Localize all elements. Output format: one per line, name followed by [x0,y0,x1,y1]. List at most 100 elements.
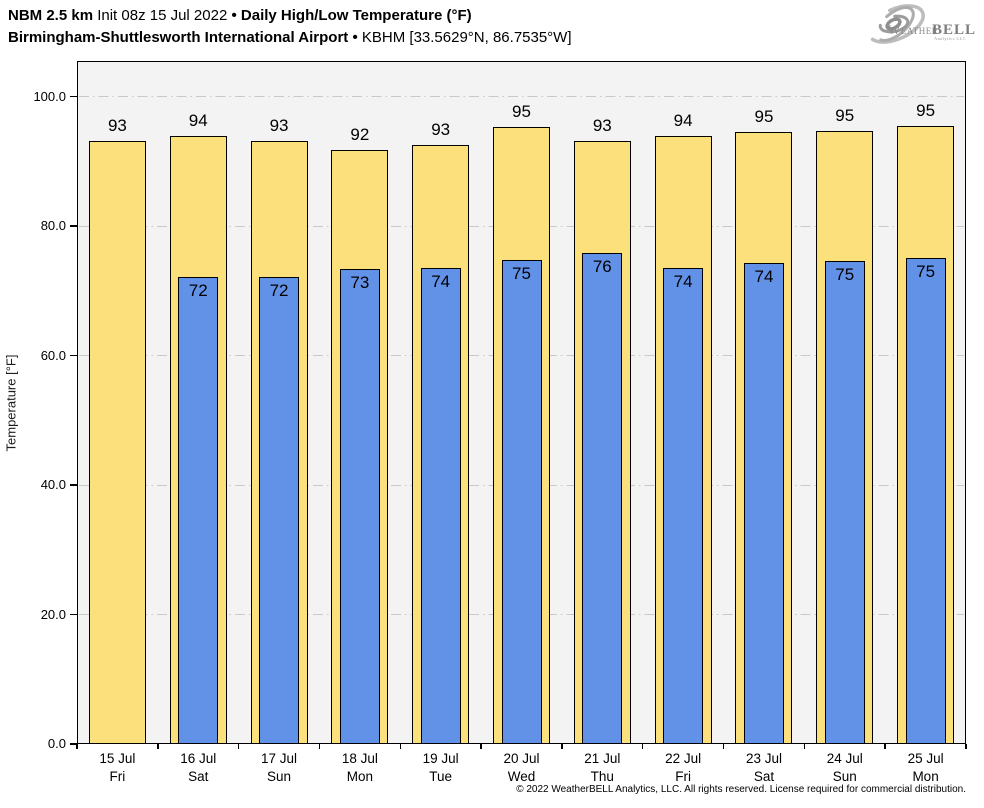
x-tick-label: 15 Jul Fri [77,750,157,786]
low-bar [905,257,946,744]
x-label-dow: Fri [109,769,126,784]
high-value-label: 92 [350,124,370,144]
y-tick-mark [70,743,77,745]
high-value-label: 93 [592,115,612,135]
x-label-dow: Mon [912,769,939,784]
low-bar [501,259,542,744]
x-label-date: 22 Jul [665,751,702,766]
x-tick-mark [722,744,725,749]
x-tick-mark [965,744,967,749]
y-tick-label: 100.0 [33,88,66,104]
init-time: Init 08z 15 Jul 2022 [97,7,228,24]
low-value-label: 72 [269,281,289,301]
title-separator: • [231,7,237,24]
logo-bell-text: BELL [932,22,976,38]
low-value-label: 72 [188,281,208,301]
low-bar [339,268,380,744]
y-tick-label: 0.0 [47,736,66,751]
x-tick-mark [803,744,806,749]
subtitle-separator: • [352,29,358,46]
high-value-label: 95 [512,102,531,122]
logo-analytics-text: Analytics LLC [934,36,966,41]
high-value-label: 93 [431,119,451,139]
x-tick-mark [318,744,321,749]
y-tick-mark [70,613,77,616]
x-tick-label: 16 Jul Sat [158,750,238,786]
x-label-date: 23 Jul [745,751,782,766]
y-tick-mark [70,354,77,357]
x-tick-label: 19 Jul Tue [401,750,481,786]
model-name: NBM 2.5 km [8,7,94,24]
high-value-label: 93 [107,116,127,136]
x-label-date: 25 Jul [907,751,944,766]
x-tick-label: 20 Jul Wed [482,750,562,786]
x-label-date: 19 Jul [422,751,459,766]
y-gridline [79,96,964,98]
low-bar [259,277,300,744]
low-bar [420,267,461,744]
x-label-date: 21 Jul [584,751,621,766]
low-bar [663,267,704,744]
low-value-label: 74 [754,266,774,286]
copyright-notice: © 2022 WeatherBELL Analytics, LLC. All r… [516,784,966,795]
x-tick-label: 17 Jul Sun [239,750,319,786]
low-value-label: 75 [512,263,531,283]
x-tick-mark [641,744,644,749]
hurricane-swirl-icon: Weather BELL Analytics LLC [867,4,976,44]
logo-weather-text: Weather [888,22,938,37]
y-tick-mark [70,95,77,98]
high-value-label: 94 [673,111,693,131]
x-label-dow: Thu [590,769,614,784]
title-line: NBM 2.5 km Init 08z 15 Jul 2022 • Daily … [8,5,572,27]
x-label-date: 16 Jul [180,751,217,766]
y-tick-label: 20.0 [40,606,66,622]
x-tick-mark [561,744,563,749]
x-tick-mark [76,744,78,749]
y-tick-label: 80.0 [40,218,66,234]
x-tick-label: 18 Jul Mon [320,750,400,786]
x-label-dow: Sat [188,769,209,784]
x-label-date: 20 Jul [503,751,540,766]
low-bar [743,262,784,744]
high-value-label: 94 [188,111,208,131]
x-tick-label: 22 Jul Fri [643,750,723,786]
x-label-dow: Mon [346,769,373,784]
high-value-label: 95 [916,101,936,121]
x-tick-label: 21 Jul Thu [562,750,642,786]
station-id: KBHM [33.5629°N, 86.7535°W] [361,29,572,46]
y-tick-label: 60.0 [40,347,66,363]
low-bar [178,277,219,744]
low-bar [824,261,865,744]
high-value-label: 95 [835,105,855,125]
low-value-label: 74 [673,271,693,291]
x-tick-mark [399,744,402,749]
metric-name: Daily High/Low Temperature (°F) [240,7,472,24]
low-bar [582,253,623,744]
y-tick-mark [70,484,77,486]
high-value-label: 95 [754,107,774,127]
x-label-dow: Sun [832,769,857,784]
low-value-label: 76 [592,257,612,277]
x-label-dow: Tue [429,769,453,784]
x-label-dow: Fri [675,769,691,784]
subtitle-line: Birmingham-Shuttlesworth International A… [8,27,572,49]
x-tick-label: 24 Jul Sun [805,750,885,786]
low-value-label: 75 [916,261,936,281]
x-label-dow: Sat [753,769,775,784]
high-bar [88,141,146,744]
chart-header: NBM 2.5 km Init 08z 15 Jul 2022 • Daily … [8,5,572,49]
x-tick-mark [237,744,240,749]
x-tick-mark [884,744,886,749]
low-value-label: 74 [431,271,451,291]
y-tick-label: 40.0 [40,477,66,493]
x-label-dow: Wed [507,769,536,784]
x-label-date: 18 Jul [341,751,378,766]
y-tick-mark [70,225,77,227]
x-tick-mark [157,744,159,749]
x-label-dow: Sun [267,769,292,784]
high-value-label: 93 [269,116,289,136]
low-value-label: 73 [350,272,370,292]
y-axis-label: Temperature [°F] [3,354,19,452]
x-tick-label: 25 Jul Mon [886,750,966,786]
low-value-label: 75 [835,265,855,285]
